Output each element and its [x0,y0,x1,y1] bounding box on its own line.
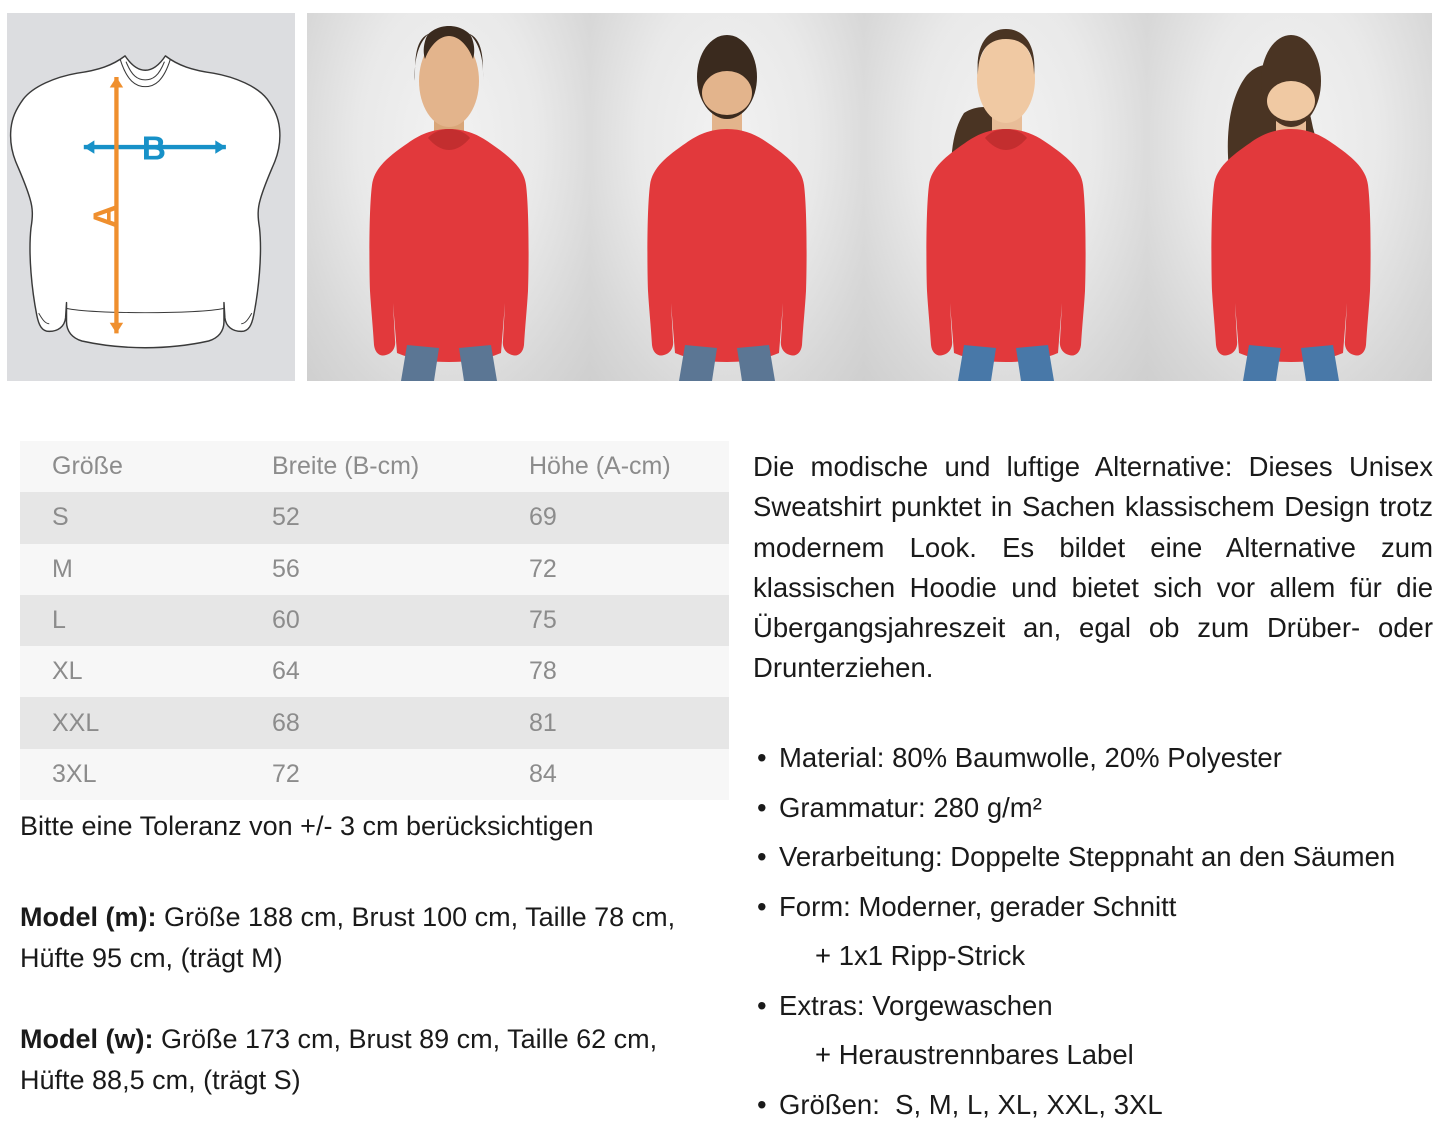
svg-text:A: A [87,204,124,228]
svg-text:B: B [142,131,166,168]
